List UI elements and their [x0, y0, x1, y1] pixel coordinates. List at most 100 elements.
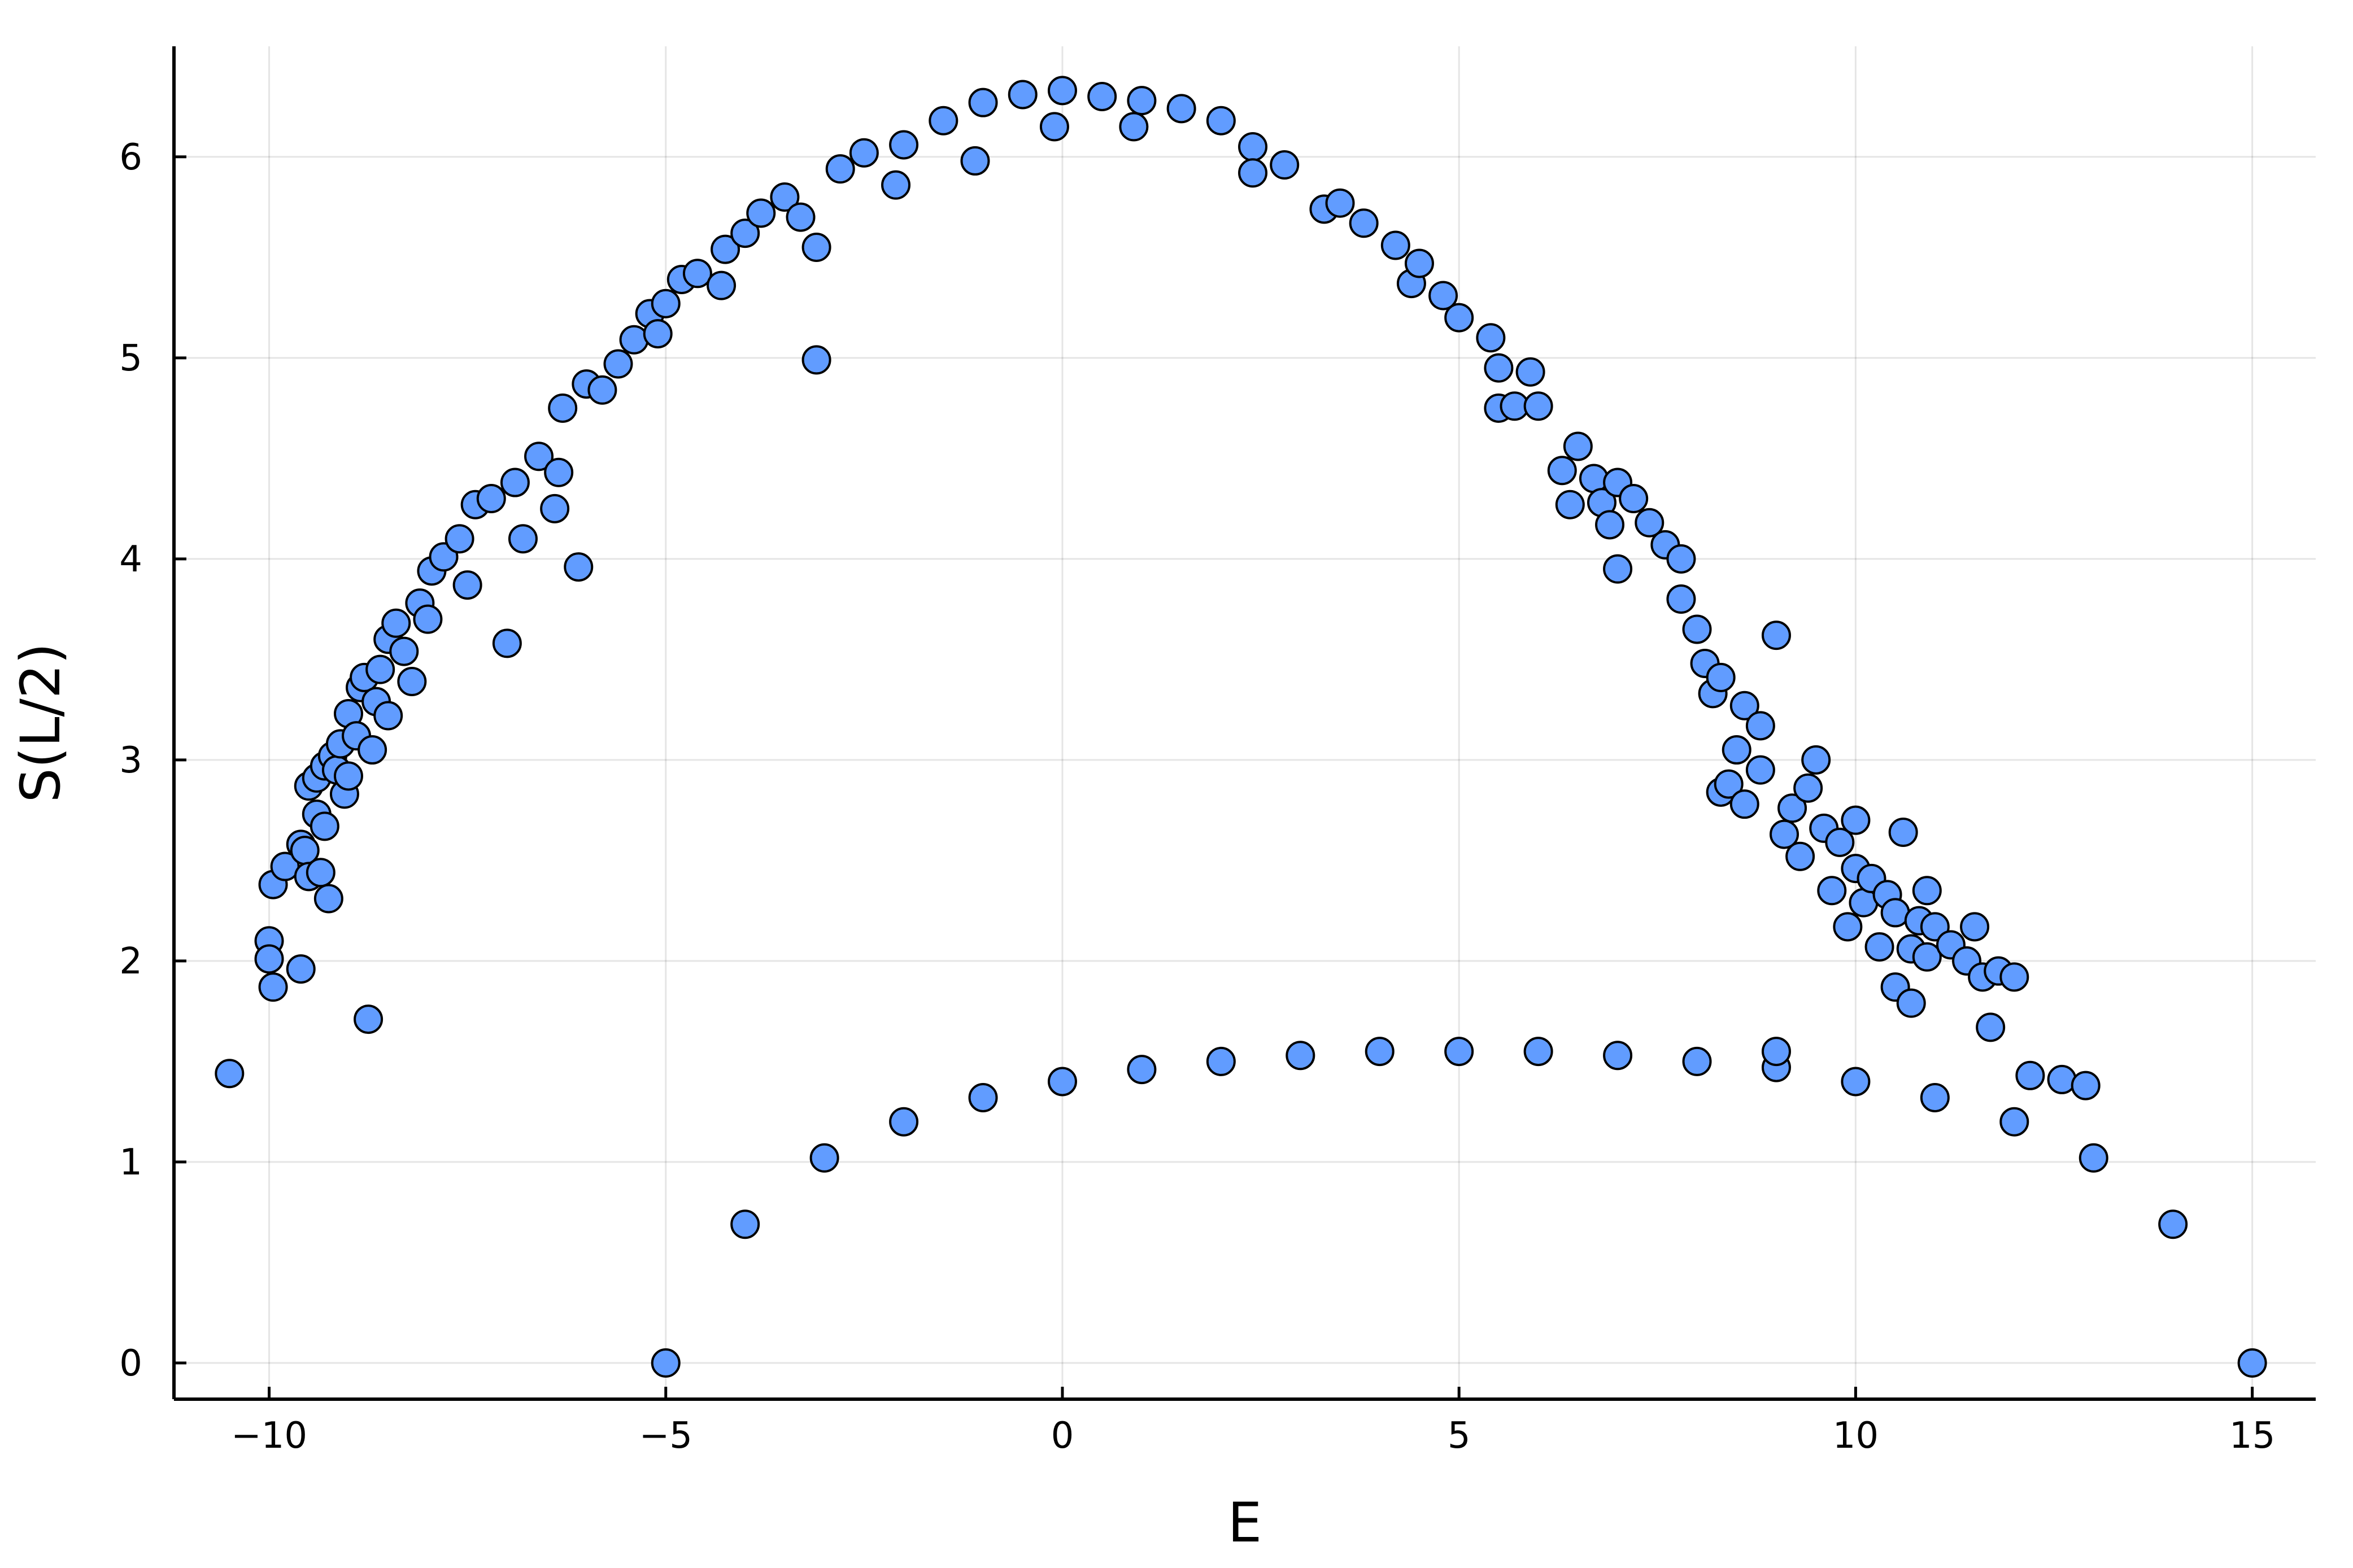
data-point [881, 170, 911, 200]
x-tick-label: 5 [1448, 1415, 1471, 1457]
data-point [333, 761, 363, 791]
y-tick-label: 2 [119, 941, 142, 982]
data-point [1833, 912, 1863, 942]
y-tick-label: 4 [119, 539, 142, 580]
y-tick-label: 5 [119, 338, 142, 379]
data-point [1206, 106, 1236, 136]
data-point [540, 493, 570, 523]
data-point [1722, 735, 1751, 765]
data-point [1770, 819, 1799, 849]
data-point [1920, 1082, 1950, 1112]
data-point [1635, 508, 1664, 538]
data-point [968, 88, 998, 117]
data-point [1729, 789, 1759, 819]
data-point [358, 735, 387, 765]
data-point [801, 233, 831, 263]
x-tick-label: −5 [639, 1415, 692, 1457]
data-point [682, 259, 712, 289]
data-point [1286, 1041, 1315, 1071]
data-point [258, 972, 288, 1002]
data-point [730, 219, 760, 248]
data-point [254, 944, 284, 974]
data-point [619, 325, 649, 355]
data-point [1127, 86, 1157, 116]
data-point [2047, 1064, 2077, 1094]
data-point [1428, 281, 1458, 311]
data-point [1745, 755, 1775, 785]
data-point [968, 1082, 998, 1112]
data-point [1960, 912, 1990, 942]
x-tick-label: 15 [2229, 1415, 2275, 1457]
data-point [1119, 112, 1149, 142]
data-point [1270, 150, 1300, 180]
y-tick-label: 1 [119, 1142, 142, 1183]
data-point [1523, 391, 1553, 421]
data-point [1619, 484, 1649, 514]
data-point [1706, 662, 1736, 692]
data-point [1896, 988, 1926, 1018]
data-point [1515, 357, 1545, 387]
data-point [1888, 818, 1918, 848]
data-point [889, 1107, 919, 1137]
data-point [1238, 158, 1268, 188]
data-point [306, 858, 335, 888]
x-tick-label: 10 [1833, 1415, 1879, 1457]
data-point [1761, 621, 1791, 650]
data-point [1238, 132, 1268, 162]
data-point [1817, 876, 1847, 906]
data-point [524, 442, 554, 471]
data-point [1206, 1046, 1236, 1076]
data-point [1579, 464, 1609, 493]
data-point [548, 393, 578, 423]
data-point [544, 457, 574, 487]
data-point [1444, 303, 1474, 333]
data-point [1682, 1046, 1712, 1076]
data-point [643, 319, 673, 349]
data-point [397, 667, 427, 697]
y-axis-title: S(L/2) [9, 643, 72, 803]
axes: −10 −5 0 5 10 15 0 1 2 3 4 5 6 [119, 46, 2316, 1457]
data-point [1444, 1037, 1474, 1067]
data-point [1404, 248, 1434, 278]
data-point [587, 375, 617, 405]
x-axis-title: E [1228, 1491, 1262, 1554]
data-point [730, 1209, 760, 1239]
data-point [476, 484, 506, 514]
data-point [1047, 76, 1077, 106]
data-point [1777, 793, 1807, 823]
data-point [286, 954, 316, 984]
data-point [1714, 769, 1744, 799]
data-point [354, 1004, 384, 1034]
data-point [1555, 490, 1585, 519]
data-point [1729, 691, 1759, 720]
data-point [1047, 1067, 1077, 1097]
data-point [1785, 841, 1815, 871]
data-point [1801, 745, 1831, 775]
data-point [310, 811, 339, 841]
data-point [960, 146, 990, 176]
data-point [707, 270, 737, 300]
data-point [1864, 932, 1894, 962]
data-point [1563, 431, 1593, 461]
data-point [786, 202, 816, 232]
data-point [1523, 1037, 1553, 1067]
data-point [2158, 1209, 2188, 1239]
data-point [1841, 1067, 1871, 1097]
data-point [373, 701, 403, 731]
data-point [1999, 1107, 2029, 1137]
data-point [1682, 614, 1712, 644]
data-point [1666, 584, 1696, 614]
data-point [746, 198, 776, 228]
data-point [2079, 1143, 2108, 1173]
data-point [365, 654, 395, 684]
data-point [1595, 510, 1625, 540]
data-point [2237, 1348, 2267, 1378]
y-tick-label: 0 [119, 1343, 142, 1384]
data-point [1841, 805, 1871, 835]
data-point [770, 182, 800, 212]
data-point [929, 106, 958, 136]
data-point [1476, 323, 1506, 353]
data-point [313, 884, 343, 914]
data-point [1039, 112, 1069, 142]
